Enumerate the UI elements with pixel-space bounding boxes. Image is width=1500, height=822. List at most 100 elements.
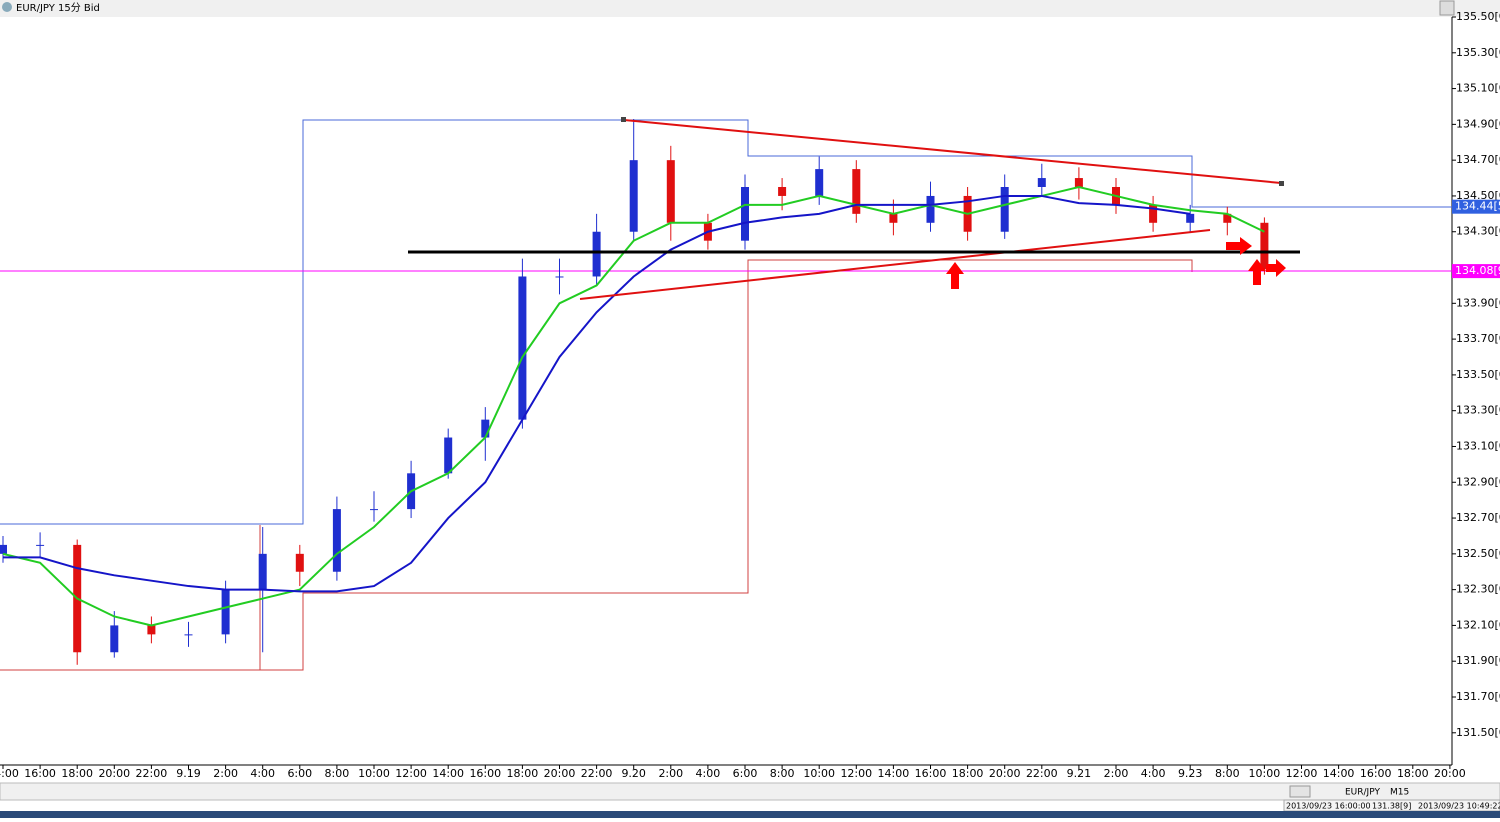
candle-body — [1074, 178, 1083, 187]
x-tick-label: 12:00 — [395, 767, 427, 780]
x-tick-label: 9.23 — [1178, 767, 1203, 780]
candle-body — [36, 544, 45, 546]
candle-body — [852, 169, 861, 214]
x-tick-label: 6:00 — [287, 767, 312, 780]
status-clock: 2013/09/23 10:49:22 — [1418, 802, 1500, 811]
y-tick-label: 131.90[0 — [1456, 654, 1500, 667]
x-tick-label: 22:00 — [136, 767, 168, 780]
y-tick-label: 132.30[0 — [1456, 583, 1500, 596]
x-tick-label: 12:00 — [840, 767, 872, 780]
x-tick-label: 16:00 — [1360, 767, 1392, 780]
x-tick-label: 22:00 — [1026, 767, 1058, 780]
arrow-right — [1266, 259, 1286, 277]
symbol[interactable]: EUR/JPY — [1345, 788, 1380, 798]
candle-body — [778, 187, 787, 196]
x-tick-label: 18:00 — [952, 767, 984, 780]
status-price: 131.38[9] — [1372, 802, 1411, 811]
candle-body — [258, 553, 267, 590]
x-tick-label: 6:00 — [733, 767, 758, 780]
x-tick-label: 8:00 — [325, 767, 350, 780]
y-tick-label: 135.30[0 — [1456, 46, 1500, 59]
x-tick-label: 10:00 — [803, 767, 835, 780]
x-tick-label: 16:00 — [24, 767, 56, 780]
window-title: EUR/JPY 15分 Bid — [16, 2, 100, 14]
candle-body — [481, 419, 490, 438]
x-tick-label: 20:00 — [98, 767, 130, 780]
x-tick-label: 8:00 — [770, 767, 795, 780]
candle-body — [370, 509, 378, 511]
price-tag-label: 134.44[5 — [1455, 200, 1500, 213]
candle-body — [295, 553, 304, 572]
x-tick-label: 20:00 — [989, 767, 1021, 780]
window-button[interactable] — [1439, 0, 1455, 16]
y-tick-label: 135.50[0 — [1456, 10, 1500, 23]
window-icon — [2, 2, 12, 12]
x-tick-label: 4:00 — [1141, 767, 1166, 780]
x-tick-label: 16:00 — [915, 767, 947, 780]
x-tick-label: 2:00 — [213, 767, 238, 780]
candle-body — [592, 231, 601, 277]
handle — [621, 117, 626, 122]
arrow-up — [1248, 259, 1266, 285]
y-tick-label: 135.10[0 — [1456, 82, 1500, 95]
moving-average — [2, 185, 1265, 627]
x-tick-label: 8:00 — [1215, 767, 1240, 780]
candle-body — [1037, 178, 1046, 187]
y-tick-label: 133.70[0 — [1456, 332, 1500, 345]
y-tick-label: 134.90[0 — [1456, 117, 1500, 130]
x-tick-label: 14:00 — [0, 767, 19, 780]
candle-body — [1149, 204, 1158, 223]
candle-body — [1000, 187, 1009, 232]
candle-body — [221, 589, 230, 635]
y-tick-label: 132.10[0 — [1456, 618, 1500, 631]
x-tick-label: 22:00 — [581, 767, 613, 780]
y-tick-label: 132.50[0 — [1456, 547, 1500, 560]
x-tick-label: 9.20 — [621, 767, 646, 780]
x-tick-label: 18:00 — [1397, 767, 1429, 780]
scroll-button[interactable] — [1289, 785, 1311, 798]
x-tick-label: 14:00 — [878, 767, 910, 780]
handle — [1279, 181, 1284, 186]
arrow-up — [946, 262, 964, 289]
candle-body — [332, 509, 341, 572]
x-tick-label: 12:00 — [1286, 767, 1318, 780]
x-tick-label: 14:00 — [432, 767, 464, 780]
y-tick-label: 132.70[0 — [1456, 511, 1500, 524]
candle-body — [926, 195, 935, 223]
x-tick-label: 20:00 — [1434, 767, 1466, 780]
status-bar — [0, 782, 1500, 801]
status-time: 2013/09/23 16:00:00 — [1286, 802, 1371, 811]
y-tick-label: 131.70[0 — [1456, 690, 1500, 703]
y-tick-label: 134.30[0 — [1456, 225, 1500, 238]
candle-body — [0, 544, 7, 554]
y-tick-label: 133.50[0 — [1456, 368, 1500, 381]
drawings — [408, 117, 1300, 300]
candle-body — [741, 187, 749, 241]
candle-body — [1186, 213, 1195, 223]
candle-body — [184, 634, 193, 636]
price-tag — [1452, 264, 1500, 279]
x-tick-label: 10:00 — [358, 767, 390, 780]
y-tick-label: 132.90[0 — [1456, 475, 1500, 488]
title-bar — [0, 0, 1500, 17]
price-tag-label: 134.08[9 — [1455, 264, 1500, 277]
y-tick-label: 134.70[0 — [1456, 153, 1500, 166]
price-tag — [1452, 199, 1500, 214]
candle-body — [444, 437, 453, 474]
range-box-red — [0, 259, 1193, 671]
x-tick-label: 2:00 — [658, 767, 683, 780]
x-tick-label: 10:00 — [1249, 767, 1281, 780]
x-tick-label: 9.21 — [1067, 767, 1092, 780]
trend-line — [623, 119, 1282, 184]
candle-body — [629, 160, 638, 232]
y-tick-label: 133.90[0 — [1456, 296, 1500, 309]
candle-body — [147, 625, 156, 635]
x-tick-label: 20:00 — [544, 767, 576, 780]
x-tick-label: 2:00 — [1104, 767, 1129, 780]
arrow-right — [1226, 237, 1252, 255]
x-tick-label: 18:00 — [61, 767, 93, 780]
trend-line — [579, 229, 1211, 300]
timeframe[interactable]: M15 — [1390, 788, 1409, 798]
